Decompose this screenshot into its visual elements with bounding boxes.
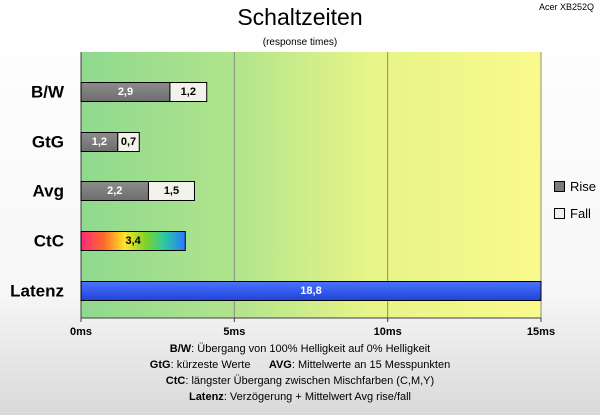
x-tick-label-0: 0ms <box>70 326 92 338</box>
data-label-fall-0: 1,2 <box>181 86 196 98</box>
legend-rise-label: Rise <box>570 179 597 194</box>
legend-fall: Fall <box>554 206 591 221</box>
legend-fall-swatch <box>554 208 565 219</box>
legend-rise-swatch <box>554 181 565 192</box>
chart-subtitle: (response times) <box>262 37 338 48</box>
bar-fall-1 <box>117 132 140 152</box>
legend-rise: Rise <box>554 179 596 194</box>
x-tick-label-10: 10ms <box>374 326 402 338</box>
data-label-fall-2: 1,5 <box>164 185 179 197</box>
bar-ctc <box>80 231 186 251</box>
bar-fall-2 <box>147 181 195 201</box>
chart-title: Schaltzeiten <box>237 4 363 30</box>
footnote-ctc: CtC: längster Übergang zwischen Mischfar… <box>0 375 600 387</box>
category-label-ctc: CtC <box>34 232 64 251</box>
category-label-bw: B/W <box>31 83 65 102</box>
x-tick-label-15: 15ms <box>527 326 555 338</box>
footnote-avg-text: : Mittelwerte an 15 Messpunkten <box>291 359 451 371</box>
footnote-ctc-key: CtC <box>165 375 186 387</box>
footnote-latenz: Latenz: Verzögerung + Mittelwert Avg ris… <box>0 391 600 403</box>
bar-fall-0 <box>169 82 208 102</box>
footnote-bw-key: B/W <box>169 343 192 355</box>
footnote-gtg-key: GtG <box>149 359 171 371</box>
footnote-gtg-text: : kürzeste Werte <box>170 359 251 371</box>
bar-latenz <box>80 281 542 301</box>
footnote-gtg-avg: GtG: kürzeste Werte AVG: Mittelwerte an … <box>0 359 600 371</box>
brand-label: Acer XB252Q <box>538 2 594 12</box>
data-label-fall-1: 0,7 <box>121 136 136 148</box>
footnote-avg-key: AVG <box>268 359 292 371</box>
data-label-latenz: 18,8 <box>300 285 321 297</box>
data-label-rise-0: 2,9 <box>118 86 133 98</box>
footnote-bw-text: : Übergang von 100% Helligkeit auf 0% He… <box>191 343 431 355</box>
category-label-gtg: GtG <box>32 133 64 152</box>
x-tick-label-5: 5ms <box>223 326 245 338</box>
category-label-latenz: Latenz <box>10 282 64 301</box>
footnote-ctc-text: : längster Übergang zwischen Mischfarben… <box>185 375 435 387</box>
data-label-rise-1: 1,2 <box>92 136 107 148</box>
data-label-rise-2: 2,2 <box>107 185 122 197</box>
legend-fall-label: Fall <box>570 206 591 221</box>
footnote-bw: B/W: Übergang von 100% Helligkeit auf 0%… <box>0 343 600 355</box>
footnote-latenz-key: Latenz <box>188 391 224 403</box>
data-label-ctc: 3,4 <box>125 235 141 247</box>
footnote-latenz-text: : Verzögerung + Mittelwert Avg rise/fall <box>223 391 412 403</box>
category-label-avg: Avg <box>33 182 65 201</box>
